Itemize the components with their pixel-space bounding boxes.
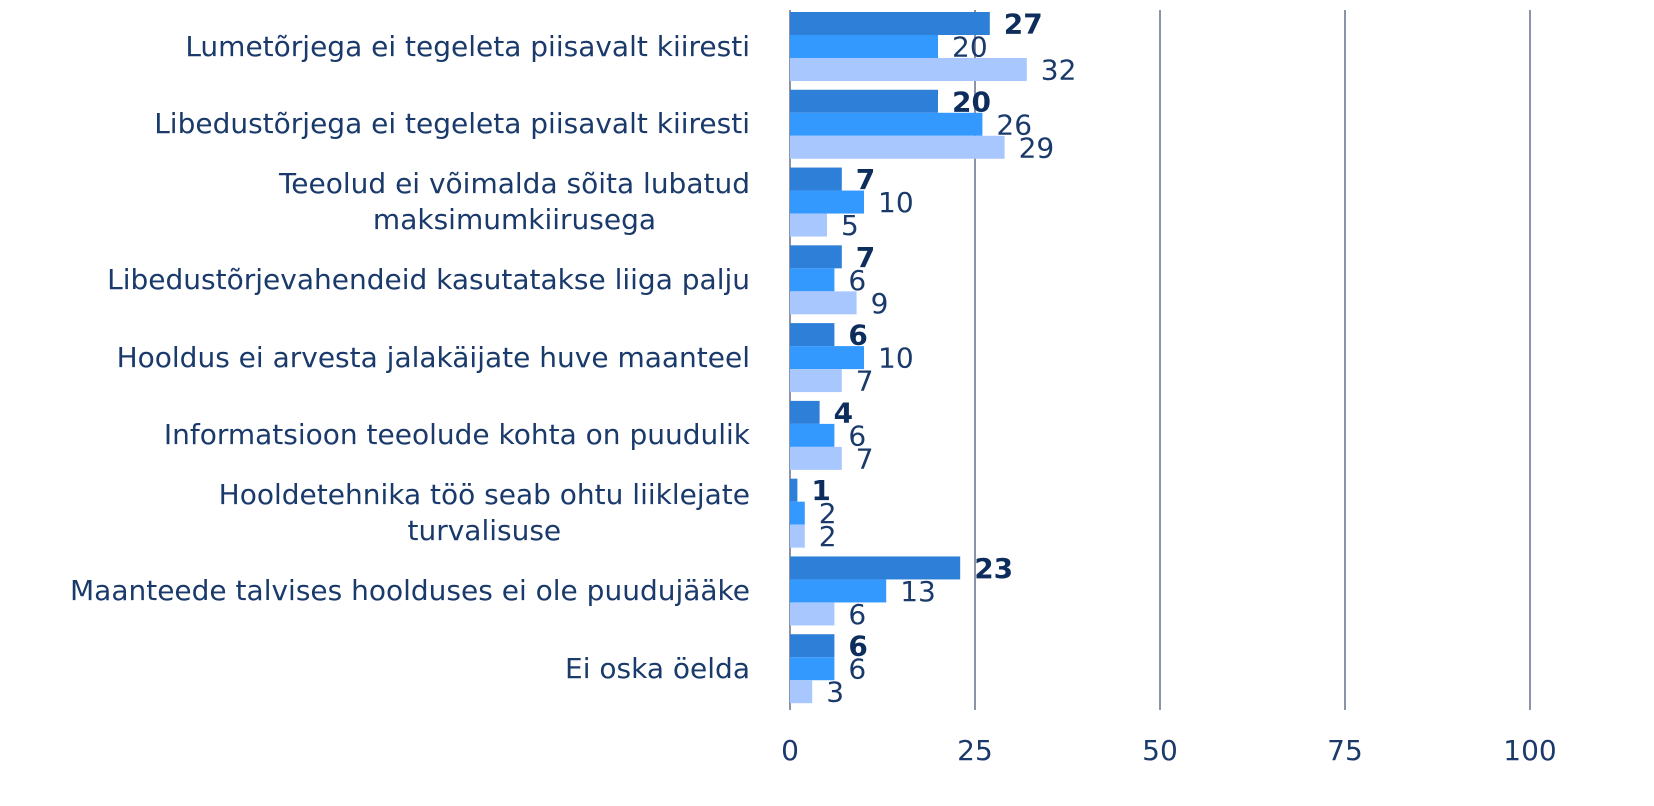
bar: [790, 346, 864, 370]
category-label: Maanteede talvises hoolduses ei ole puud…: [70, 573, 750, 609]
value-label: 7: [856, 365, 874, 398]
bar: [790, 680, 813, 704]
bar: [790, 478, 798, 502]
category-text: Hooldetehnika töö seab ohtu liiklejate t…: [218, 478, 750, 548]
category-text: Maanteede talvises hoolduses ei ole puud…: [70, 573, 750, 607]
value-label: 6: [848, 319, 867, 352]
value-label: 6: [848, 419, 866, 452]
bar: [790, 35, 938, 58]
x-tick-label: 75: [1327, 734, 1363, 767]
value-label: 6: [848, 598, 866, 631]
bar: [790, 446, 842, 470]
bar: [790, 323, 835, 347]
bar: [790, 524, 805, 548]
value-label: 32: [1041, 54, 1077, 87]
value-label: 10: [878, 342, 914, 375]
category-text: Hooldus ei arvesta jalakäijate huve maan…: [116, 340, 750, 374]
value-label: 3: [826, 676, 844, 709]
bar: [790, 190, 864, 214]
value-label: 7: [856, 241, 875, 274]
value-label: 23: [974, 552, 1013, 585]
bar: [790, 400, 820, 424]
bar: [790, 291, 857, 315]
bar: [790, 167, 842, 191]
value-label: 13: [900, 575, 936, 608]
category-label: Hooldus ei arvesta jalakäijate huve maan…: [117, 340, 750, 376]
bar: [790, 369, 842, 393]
category-text: Informatsioon teeolude kohta on puudulik: [163, 418, 750, 452]
x-tick-label: 25: [957, 734, 993, 767]
bar: [790, 245, 842, 269]
bar: [790, 556, 961, 580]
value-label: 6: [848, 264, 866, 297]
value-label: 9: [871, 287, 889, 320]
bar: [790, 268, 835, 292]
value-label: 6: [848, 630, 867, 663]
category-text: Libedustõrjega ei tegeleta piisavalt kii…: [154, 107, 750, 141]
bar: [790, 58, 1027, 81]
value-label: 6: [848, 653, 866, 686]
bar: [790, 135, 1005, 159]
bar: [790, 657, 835, 681]
category-label: Libedustõrjega ei tegeleta piisavalt kii…: [154, 106, 750, 142]
bar: [790, 579, 887, 603]
category-label: Lumetõrjega ei tegeleta piisavalt kiires…: [185, 29, 750, 65]
x-tick-label: 100: [1503, 734, 1556, 767]
bar: [790, 12, 990, 35]
category-text: Teeolud ei võimalda sõita lubatud maksim…: [278, 167, 750, 237]
category-label: Libedustõrjevahendeid kasutatakse liiga …: [107, 262, 750, 298]
x-tick-label: 50: [1142, 734, 1178, 767]
value-label: 27: [1004, 8, 1043, 41]
category-label: Hooldetehnika töö seab ohtu liiklejate t…: [219, 477, 750, 549]
category-label: Informatsioon teeolude kohta on puudulik: [164, 417, 750, 453]
value-label: 5: [841, 209, 859, 242]
value-label: 7: [856, 442, 874, 475]
bar: [790, 602, 835, 626]
category-label: Ei oska öelda: [565, 651, 750, 687]
value-label: 29: [1019, 131, 1055, 164]
value-label: 2: [819, 497, 837, 530]
value-label: 10: [878, 186, 914, 219]
bar: [790, 89, 938, 113]
category-text: Libedustõrjevahendeid kasutatakse liiga …: [107, 262, 750, 296]
x-tick-label: 0: [781, 734, 799, 767]
bar: [790, 634, 835, 658]
category-text: Lumetõrjega ei tegeleta piisavalt kiires…: [185, 29, 750, 63]
bar: [790, 213, 827, 237]
bar: [790, 501, 805, 525]
bar: [790, 112, 983, 136]
value-label: 1: [811, 474, 830, 507]
bar: [790, 423, 835, 447]
value-label: 2: [819, 520, 837, 553]
category-text: Ei oska öelda: [565, 651, 750, 685]
category-label: Teeolud ei võimalda sõita lubatud maksim…: [279, 166, 750, 238]
value-label: 7: [856, 163, 875, 196]
value-label: 4: [834, 396, 853, 429]
